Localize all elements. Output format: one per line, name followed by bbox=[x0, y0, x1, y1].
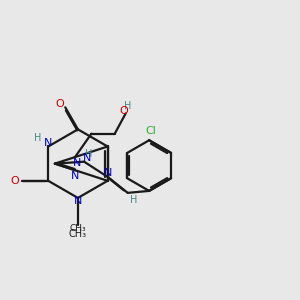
Text: O: O bbox=[10, 176, 19, 186]
Text: N: N bbox=[73, 158, 81, 167]
Text: H: H bbox=[124, 101, 131, 111]
Text: O: O bbox=[55, 99, 64, 109]
Text: CH₃: CH₃ bbox=[70, 224, 86, 233]
Text: CH₃: CH₃ bbox=[69, 229, 87, 239]
Text: N: N bbox=[104, 168, 112, 178]
Text: Cl: Cl bbox=[146, 125, 157, 136]
Text: O: O bbox=[119, 106, 128, 116]
Text: N: N bbox=[71, 171, 79, 181]
Text: N: N bbox=[44, 138, 52, 148]
Text: H: H bbox=[85, 149, 92, 159]
Text: N: N bbox=[83, 153, 92, 163]
Text: H: H bbox=[34, 133, 41, 143]
Text: H: H bbox=[130, 195, 137, 205]
Text: N: N bbox=[74, 196, 82, 206]
